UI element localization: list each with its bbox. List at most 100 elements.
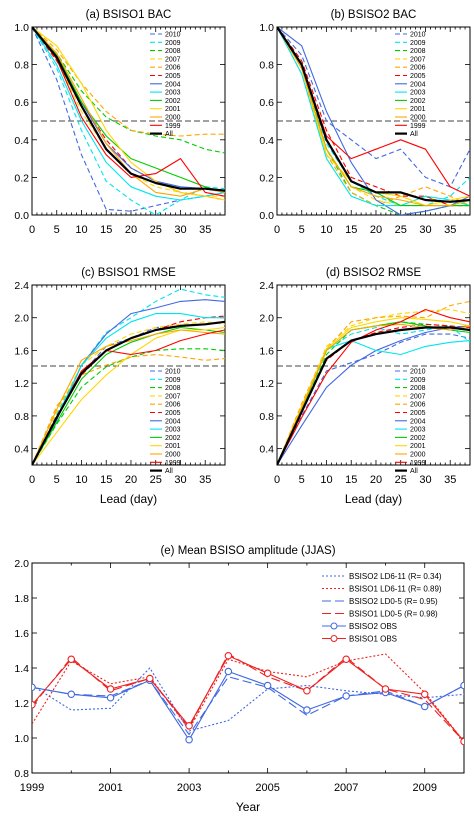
series-line <box>277 27 470 197</box>
legend-entry: 2002 <box>165 98 181 105</box>
x-tick-label: 10 <box>75 224 87 236</box>
series-point <box>146 674 154 683</box>
series-line <box>32 27 225 201</box>
y-tick-label: 2.4 <box>259 280 274 292</box>
x-tick-label: 5 <box>54 474 60 486</box>
legend-entry: 2001 <box>410 106 426 113</box>
legend-entry: 1999 <box>165 123 181 130</box>
series-line <box>32 670 464 741</box>
y-tick-label: 2.4 <box>14 280 29 292</box>
legend-entry: 2006 <box>410 65 426 72</box>
y-tick-label: 0.8 <box>14 768 29 780</box>
series-point <box>185 735 193 744</box>
series-point <box>342 692 350 700</box>
x-tick-label: 2009 <box>412 782 436 794</box>
legend-entry: 1999 <box>165 460 181 467</box>
x-tick-label: 20 <box>370 474 382 486</box>
series-line <box>32 27 225 154</box>
series-point <box>303 686 311 695</box>
series-point <box>342 655 350 663</box>
series-line <box>32 27 225 201</box>
x-axis-label: Lead (day) <box>345 492 402 506</box>
series-line <box>32 27 225 197</box>
plot-frame <box>31 284 226 466</box>
series-line <box>277 27 470 207</box>
legend-entry: 2001 <box>410 443 426 450</box>
series-line <box>32 27 225 192</box>
series-lines <box>277 27 470 215</box>
x-tick-label: 1999 <box>20 782 44 794</box>
legend-entry: 2009 <box>165 40 181 47</box>
series-line <box>32 653 464 742</box>
x-tick-label: 2003 <box>177 782 201 794</box>
x-tick-label: 25 <box>395 474 407 486</box>
series-point <box>420 690 429 698</box>
x-tick-label: 30 <box>419 474 431 486</box>
legend-entry: 2001 <box>165 106 181 113</box>
x-axis-label: Year <box>236 800 260 814</box>
x-tick-label: 0 <box>274 474 280 486</box>
x-tick-label: 25 <box>150 474 162 486</box>
y-tick-label: 2.0 <box>14 313 29 325</box>
y-tick-label: 0.4 <box>14 444 29 456</box>
y-tick-label: 0.4 <box>259 444 274 456</box>
chart-title: (e) Mean BSISO amplitude (JJAS) <box>160 545 335 557</box>
y-tick-label: 0.8 <box>259 411 274 423</box>
series-point <box>263 681 272 690</box>
y-tick-label: 0.6 <box>14 97 29 109</box>
chart-title: (a) BSISO1 BAC <box>86 9 172 21</box>
x-tick-label: 35 <box>199 474 211 486</box>
legend-entry: 2002 <box>165 435 181 442</box>
series-line <box>32 320 225 465</box>
series-point <box>32 701 36 709</box>
series-lines <box>277 300 470 465</box>
series-lines <box>32 651 464 746</box>
legend-entry: BSISO1 LD6-11 (R= 0.89) <box>349 584 442 593</box>
series-line <box>277 27 470 207</box>
y-tick-label: 0.8 <box>14 411 29 423</box>
y-tick-label: 0.0 <box>259 210 274 222</box>
x-tick-label: 25 <box>395 224 407 236</box>
y-tick-label: 1.8 <box>14 593 29 605</box>
series-point <box>106 685 115 693</box>
legend-entry: 2005 <box>165 410 181 417</box>
series-line <box>277 27 470 207</box>
series-line <box>32 348 225 465</box>
series-point <box>185 721 193 730</box>
series-line <box>32 313 225 465</box>
x-tick-label: 35 <box>444 224 456 236</box>
x-tick-label: 10 <box>320 224 332 236</box>
x-tick-label: 30 <box>419 224 431 236</box>
legend-entry: 2005 <box>410 73 426 80</box>
y-tick-label: 1.6 <box>14 345 29 357</box>
series-line <box>32 353 225 465</box>
x-tick-label: 20 <box>370 224 382 236</box>
y-tick-label: 0.8 <box>259 60 274 72</box>
legend-entry: 2003 <box>410 427 426 434</box>
x-tick-label: 15 <box>100 224 112 236</box>
series-line <box>32 329 225 465</box>
legend-entry: 2002 <box>410 435 426 442</box>
legend-entry: 1999 <box>410 123 426 130</box>
series-line <box>32 315 225 465</box>
series-line <box>277 300 470 465</box>
series-lines <box>32 27 225 215</box>
series-line <box>277 27 470 207</box>
series-line <box>277 27 470 207</box>
chart-d: (d) BSISO2 RMSE Lead (day) 0 5 10 15 20 25 30 35 0… <box>259 267 471 506</box>
x-tick-label: 15 <box>345 474 357 486</box>
x-tick-label: 2001 <box>98 782 122 794</box>
series-line <box>277 323 470 465</box>
legend-entry: BSISO2 LD6-11 (R= 0.34) <box>349 572 442 581</box>
legend-entry: 2010 <box>410 369 426 376</box>
legend-entry: 2008 <box>165 48 181 55</box>
series-line <box>277 308 470 465</box>
series-line <box>277 27 470 215</box>
series-line <box>32 667 464 732</box>
legend-entry: BSISO1 OBS <box>349 634 397 643</box>
legend-entry: 2002 <box>410 98 426 105</box>
legend-entry: 2004 <box>410 418 426 425</box>
y-tick-label: 0.4 <box>259 135 274 147</box>
series-point <box>303 706 311 714</box>
